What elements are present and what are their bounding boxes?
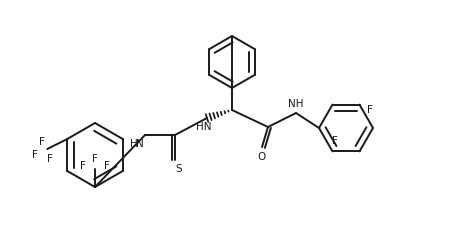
Text: F: F bbox=[47, 154, 53, 164]
Text: F: F bbox=[80, 161, 86, 171]
Text: H: H bbox=[130, 139, 138, 149]
Text: HN: HN bbox=[196, 122, 212, 132]
Text: F: F bbox=[32, 150, 38, 160]
Text: F: F bbox=[104, 161, 110, 171]
Text: O: O bbox=[257, 152, 265, 162]
Text: F: F bbox=[332, 136, 338, 146]
Text: F: F bbox=[367, 105, 372, 115]
Text: S: S bbox=[175, 164, 182, 174]
Text: F: F bbox=[92, 154, 98, 164]
Text: N: N bbox=[136, 139, 144, 149]
Text: NH: NH bbox=[288, 99, 304, 109]
Text: F: F bbox=[39, 137, 45, 147]
